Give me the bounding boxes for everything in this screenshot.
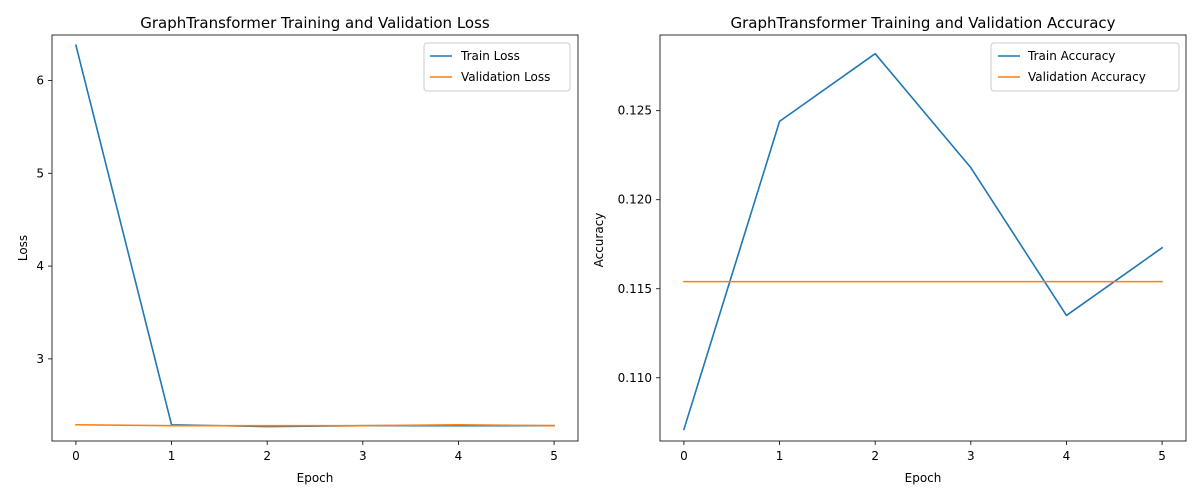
loss-chart: GraphTransformer Training and Validation… — [16, 14, 579, 485]
accuracy-series-line-train — [682, 52, 1164, 431]
loss-x-tick-label: 0 — [72, 449, 80, 463]
accuracy-x-tick-label: 3 — [967, 449, 975, 463]
accuracy-chart: GraphTransformer Training and Validation… — [592, 14, 1187, 485]
loss-legend-label-validation: Validation Loss — [461, 70, 550, 84]
accuracy-x-tick-label: 1 — [776, 449, 784, 463]
accuracy-y-tick-label: 0.115 — [618, 282, 652, 296]
accuracy-x-tick-label: 5 — [1158, 449, 1166, 463]
accuracy-y-tick-label: 0.120 — [618, 193, 652, 207]
loss-chart-xlabel: Epoch — [297, 471, 334, 485]
loss-chart-title: GraphTransformer Training and Validation… — [140, 14, 490, 32]
accuracy-x-tick-label: 2 — [871, 449, 879, 463]
accuracy-chart-ticks: 0 1 2 3 4 5 0.110 0.115 0.120 0.125 — [618, 104, 1166, 463]
loss-x-tick-label: 4 — [455, 449, 463, 463]
accuracy-legend-label-validation: Validation Accuracy — [1028, 70, 1146, 84]
loss-chart-ticks: 0 1 2 3 4 5 3 4 5 6 — [36, 73, 558, 463]
accuracy-x-tick-label: 4 — [1063, 449, 1071, 463]
accuracy-legend-box — [990, 42, 1180, 92]
accuracy-chart-xlabel: Epoch — [905, 471, 942, 485]
accuracy-chart-frame — [659, 34, 1187, 442]
accuracy-y-tick-label: 0.110 — [618, 371, 652, 385]
loss-y-tick-label: 5 — [36, 166, 44, 180]
loss-x-tick-label: 5 — [550, 449, 558, 463]
loss-x-tick-label: 1 — [168, 449, 176, 463]
accuracy-chart-lines — [682, 52, 1164, 431]
loss-y-tick-label: 6 — [36, 73, 44, 87]
loss-chart-legend: Train Loss Validation Loss — [423, 42, 571, 92]
loss-x-tick-label: 3 — [359, 449, 367, 463]
accuracy-chart-title: GraphTransformer Training and Validation… — [730, 14, 1115, 32]
loss-legend-label-train: Train Loss — [460, 49, 520, 63]
loss-y-tick-label: 4 — [36, 259, 44, 273]
accuracy-y-tick-label: 0.125 — [618, 104, 652, 118]
loss-series-line-validation — [75, 423, 555, 427]
loss-chart-lines — [74, 44, 555, 428]
accuracy-x-tick-label: 0 — [680, 449, 688, 463]
accuracy-legend-label-train: Train Accuracy — [1027, 49, 1115, 63]
loss-legend-box — [423, 42, 571, 92]
accuracy-chart-ylabel: Accuracy — [592, 213, 606, 268]
loss-chart-frame — [51, 34, 579, 442]
loss-x-tick-label: 2 — [263, 449, 271, 463]
loss-chart-ylabel: Loss — [16, 235, 30, 261]
accuracy-chart-legend: Train Accuracy Validation Accuracy — [990, 42, 1180, 92]
loss-y-tick-label: 3 — [36, 352, 44, 366]
